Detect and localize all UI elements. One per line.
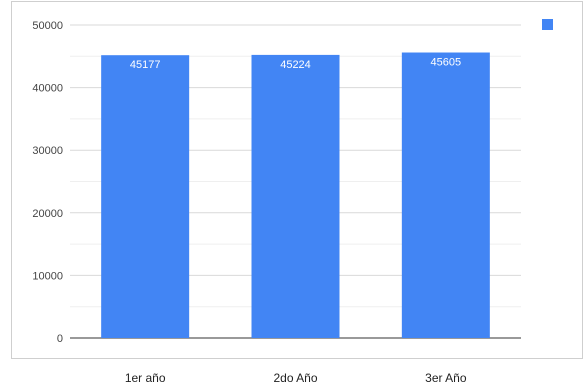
y-axis-tick-labels: 0 10000 20000 30000 40000 50000	[32, 20, 63, 345]
y-tick-label: 30000	[32, 145, 63, 157]
data-label: 45224	[280, 59, 311, 71]
y-tick-label: 0	[57, 333, 63, 345]
x-category-label: 2do Año	[273, 371, 317, 385]
x-category-label: 3er Año	[425, 371, 467, 385]
x-category-label: 1er año	[125, 371, 166, 385]
x-axis-category-labels: 1er año 2do Año 3er Año	[125, 371, 467, 385]
bar	[251, 54, 340, 338]
data-label: 45605	[431, 57, 462, 69]
data-label: 45177	[130, 59, 161, 71]
y-tick-label: 20000	[32, 208, 63, 220]
bars: 45177 45224 45605	[101, 52, 490, 339]
legend-swatch	[542, 19, 553, 30]
y-tick-label: 40000	[32, 83, 63, 95]
bar	[401, 52, 490, 339]
y-tick-label: 50000	[32, 20, 63, 32]
bar	[101, 55, 190, 338]
y-tick-label: 10000	[32, 270, 63, 282]
